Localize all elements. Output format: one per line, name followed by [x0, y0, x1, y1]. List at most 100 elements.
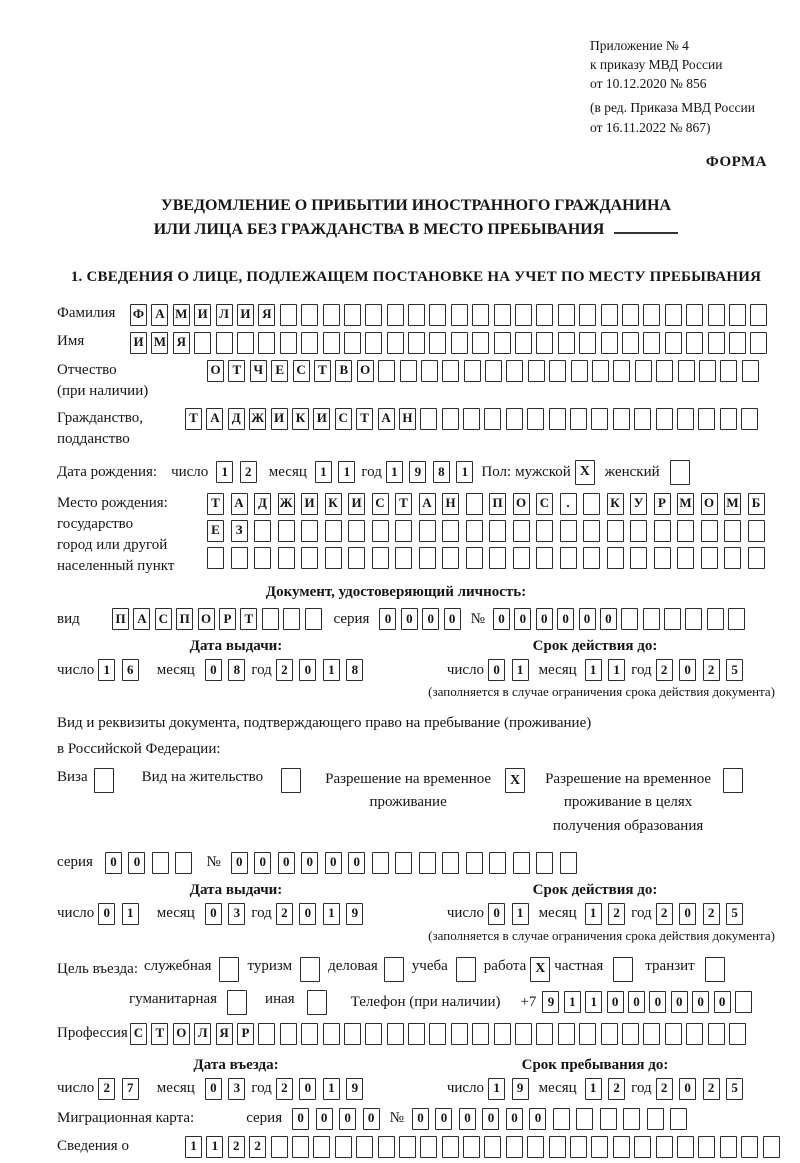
char-cell[interactable]: П: [489, 492, 506, 515]
char-cell[interactable]: 0: [299, 1077, 317, 1100]
char-cell[interactable]: 8: [432, 461, 450, 484]
char-cell[interactable]: [515, 1022, 533, 1045]
char-cell[interactable]: И: [313, 407, 331, 430]
char-cell[interactable]: 2: [655, 659, 673, 682]
char-cell[interactable]: [664, 1022, 682, 1045]
char-cell[interactable]: 0: [104, 851, 122, 874]
sex-female-checkbox[interactable]: [669, 459, 690, 485]
char-cell[interactable]: 0: [649, 991, 667, 1014]
char-cell[interactable]: [653, 546, 671, 569]
char-cell[interactable]: [450, 1022, 468, 1045]
char-cell[interactable]: [420, 359, 438, 382]
char-cell[interactable]: [515, 303, 533, 326]
char-cell[interactable]: [378, 359, 396, 382]
char-cell[interactable]: А: [230, 492, 248, 515]
char-cell[interactable]: [591, 407, 609, 430]
char-cell[interactable]: [670, 1107, 688, 1130]
char-cell[interactable]: [512, 851, 530, 874]
char-cell[interactable]: 0: [98, 902, 116, 925]
char-cell[interactable]: [741, 359, 759, 382]
char-cell[interactable]: 6: [121, 659, 139, 682]
char-cell[interactable]: 8: [346, 659, 364, 682]
char-cell[interactable]: О: [197, 608, 215, 631]
char-cell[interactable]: 1: [121, 902, 139, 925]
char-cell[interactable]: [630, 519, 647, 542]
char-cell[interactable]: [398, 1135, 416, 1158]
char-cell[interactable]: П: [112, 608, 129, 631]
char-cell[interactable]: [621, 303, 639, 326]
char-cell[interactable]: 0: [443, 608, 461, 631]
char-cell[interactable]: 2: [655, 1077, 673, 1100]
char-cell[interactable]: 1: [608, 659, 626, 682]
char-cell[interactable]: [559, 546, 577, 569]
char-cell[interactable]: С: [334, 407, 352, 430]
char-cell[interactable]: 2: [98, 1077, 116, 1100]
char-cell[interactable]: [463, 1135, 481, 1158]
char-cell[interactable]: 2: [275, 659, 293, 682]
temp-permit-edu-checkbox[interactable]: [723, 768, 744, 794]
char-cell[interactable]: [465, 546, 483, 569]
char-cell[interactable]: [463, 359, 481, 382]
char-cell[interactable]: И: [270, 407, 288, 430]
char-cell[interactable]: [724, 546, 741, 569]
char-cell[interactable]: [583, 546, 600, 569]
char-cell[interactable]: А: [151, 303, 169, 326]
char-cell[interactable]: [343, 1022, 361, 1045]
char-cell[interactable]: [484, 1135, 502, 1158]
char-cell[interactable]: 0: [204, 659, 222, 682]
char-cell[interactable]: [505, 407, 523, 430]
char-cell[interactable]: [700, 519, 718, 542]
char-cell[interactable]: 0: [324, 851, 342, 874]
char-cell[interactable]: [677, 546, 694, 569]
char-cell[interactable]: 0: [204, 1077, 222, 1100]
char-cell[interactable]: 0: [315, 1107, 333, 1130]
char-cell[interactable]: [747, 519, 765, 542]
char-cell[interactable]: С: [371, 492, 389, 515]
char-cell[interactable]: 0: [557, 608, 575, 631]
char-cell[interactable]: 0: [277, 851, 295, 874]
char-cell[interactable]: [552, 1107, 570, 1130]
char-cell[interactable]: 0: [458, 1107, 476, 1130]
char-cell[interactable]: 9: [346, 902, 364, 925]
char-cell[interactable]: 0: [204, 902, 222, 925]
char-cell[interactable]: 0: [488, 659, 506, 682]
char-cell[interactable]: 1: [98, 659, 116, 682]
char-cell[interactable]: 1: [322, 1077, 340, 1100]
char-cell[interactable]: М: [172, 303, 190, 326]
char-cell[interactable]: [612, 407, 630, 430]
char-cell[interactable]: [420, 407, 438, 430]
char-cell[interactable]: 0: [299, 659, 317, 682]
char-cell[interactable]: Т: [395, 492, 412, 515]
char-cell[interactable]: О: [356, 359, 374, 382]
char-cell[interactable]: Т: [228, 359, 246, 382]
char-cell[interactable]: [236, 331, 254, 354]
char-cell[interactable]: [591, 1135, 609, 1158]
char-cell[interactable]: 1: [314, 461, 332, 484]
char-cell[interactable]: [429, 1022, 447, 1045]
char-cell[interactable]: [258, 331, 276, 354]
char-cell[interactable]: [536, 546, 553, 569]
char-cell[interactable]: 1: [322, 659, 340, 682]
char-cell[interactable]: [548, 1135, 566, 1158]
char-cell[interactable]: Л: [194, 1022, 212, 1045]
char-cell[interactable]: [527, 359, 545, 382]
char-cell[interactable]: [408, 1022, 426, 1045]
char-cell[interactable]: 1: [511, 902, 529, 925]
char-cell[interactable]: 2: [655, 902, 673, 925]
char-cell[interactable]: [395, 546, 412, 569]
char-cell[interactable]: [258, 1022, 276, 1045]
purpose-transit-checkbox[interactable]: [704, 956, 725, 982]
char-cell[interactable]: [175, 851, 193, 874]
char-cell[interactable]: [653, 519, 671, 542]
char-cell[interactable]: Т: [185, 407, 202, 430]
char-cell[interactable]: [655, 1135, 673, 1158]
residence-permit-checkbox[interactable]: [281, 768, 302, 794]
char-cell[interactable]: [254, 519, 271, 542]
char-cell[interactable]: 1: [206, 1135, 224, 1158]
char-cell[interactable]: М: [724, 492, 741, 515]
char-cell[interactable]: 0: [299, 902, 317, 925]
char-cell[interactable]: [465, 492, 483, 515]
char-cell[interactable]: [472, 303, 490, 326]
char-cell[interactable]: 0: [422, 608, 440, 631]
char-cell[interactable]: [559, 851, 577, 874]
